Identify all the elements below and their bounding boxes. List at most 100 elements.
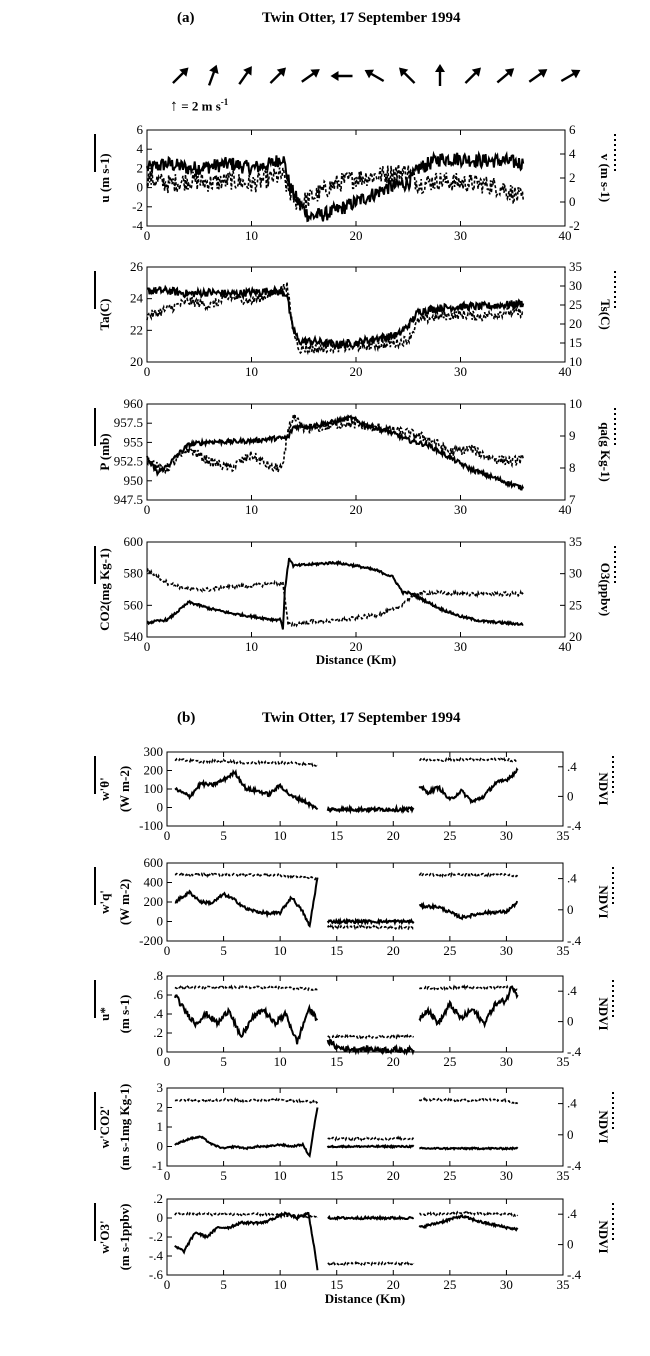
x-tick-label: 25 [443, 1168, 456, 1183]
x-tick-label: 0 [164, 828, 171, 843]
x-tick-label: 35 [557, 1054, 570, 1069]
y-axis-label: w'q' [97, 890, 112, 914]
x-tick-label: 15 [330, 1168, 343, 1183]
x-tick-label: 10 [274, 828, 287, 843]
solid-series-line [173, 994, 319, 1045]
y-right-tick-label: 0 [567, 788, 574, 803]
panel-a-x-axis-label: Distance (Km) [316, 652, 397, 667]
dashed-series-line [174, 1211, 319, 1220]
y-right-tick-label: -.4 [567, 1267, 582, 1282]
y-tick-label: -4 [132, 218, 143, 233]
y-tick-label: -.6 [149, 1267, 164, 1282]
panel-a-title: Twin Otter, 17 September 1994 [262, 10, 461, 26]
x-tick-label: 35 [557, 1277, 570, 1292]
y-tick-label: 950 [124, 473, 144, 488]
dashed-series-line [174, 1097, 319, 1105]
solid-series-line [174, 877, 319, 928]
y-tick-label: 200 [144, 894, 164, 909]
x-tick-label: 30 [454, 639, 467, 654]
solid-series-line [418, 900, 518, 921]
x-tick-label: 10 [274, 1054, 287, 1069]
x-tick-label: 40 [559, 639, 572, 654]
y-axis-label: P (mb) [97, 433, 112, 470]
y-right-axis-label: NDVI [596, 885, 611, 918]
panel-a-label: (a) [177, 10, 195, 26]
chart-b-8: 0 5 10 15 20 25 30 35-.6-.4-.20.2-.40.4w'O3' (m … [94, 1191, 614, 1292]
y-tick-label: 560 [124, 597, 144, 612]
wind-scale-legend: ↑ = 2 m s-1 [170, 97, 228, 115]
x-tick-label: 15 [330, 828, 343, 843]
x-tick-label: 20 [350, 502, 363, 517]
y-axis-label: w'CO2' [97, 1106, 112, 1149]
y-tick-label: 300 [144, 744, 164, 759]
y-right-tick-label: 9 [569, 428, 576, 443]
y-right-tick-label: 25 [569, 597, 582, 612]
solid-series-line [418, 985, 519, 1029]
x-tick-label: 20 [387, 1168, 400, 1183]
y-tick-label: -100 [139, 818, 163, 833]
x-tick-label: 30 [500, 1277, 513, 1292]
y-axis-label: u (m s-1) [97, 153, 112, 202]
x-tick-label: 30 [454, 228, 467, 243]
dashed-series-line [327, 1260, 415, 1267]
y-tick-label: -2 [132, 199, 143, 214]
x-tick-label: 5 [220, 828, 227, 843]
y-axis-unit-label: (m s-1ppbv) [117, 1204, 132, 1271]
dashed-series-line [327, 1033, 414, 1041]
wind-arrow-head [537, 69, 548, 78]
panel-b-x-axis-label: Distance (Km) [325, 1291, 406, 1306]
x-tick-label: 0 [164, 1277, 171, 1292]
y-tick-label: 0 [157, 1210, 164, 1225]
x-tick-label: 0 [164, 1168, 171, 1183]
y-tick-label: .6 [153, 987, 163, 1002]
y-right-axis-label: NDVI [596, 1220, 611, 1253]
dashed-series-line [418, 1096, 519, 1105]
x-tick-label: 40 [559, 502, 572, 517]
dashed-series-line [174, 871, 319, 881]
y-axis-unit-label: (m s-1mg Kg-1) [117, 1084, 132, 1171]
y-tick-label: -.4 [149, 1248, 164, 1263]
wind-vector-arrow [435, 64, 445, 86]
x-tick-label: 10 [245, 639, 258, 654]
solid-series-line [418, 1214, 519, 1232]
wind-arrow-head [310, 69, 320, 78]
y-right-tick-label: 2 [569, 170, 576, 185]
x-tick-label: 35 [557, 1168, 570, 1183]
dashed-series-line [327, 1135, 415, 1143]
x-tick-label: 0 [144, 639, 151, 654]
y-axis-label: w'θ' [97, 777, 112, 800]
y-right-tick-label: 10 [569, 396, 582, 411]
x-tick-label: 0 [164, 1054, 171, 1069]
dashed-series-line [146, 164, 524, 212]
wind-arrow-head [276, 67, 286, 77]
y-tick-label: -200 [139, 933, 163, 948]
wind-vector-arrow [330, 71, 353, 81]
dashed-series-line [419, 756, 518, 763]
y-tick-label: 580 [124, 566, 144, 581]
x-tick-label: 20 [387, 943, 400, 958]
wind-vector-arrow [560, 69, 581, 83]
y-axis-label: u* [97, 1007, 112, 1021]
x-tick-label: 20 [350, 364, 363, 379]
dashed-series-line [174, 757, 319, 768]
wind-arrow-head [364, 69, 375, 79]
y-right-axis-label: v (m s-1) [598, 154, 613, 202]
y-right-tick-label: 0 [567, 902, 574, 917]
x-tick-label: 0 [164, 943, 171, 958]
dashed-series-line [146, 281, 524, 356]
y-axis-unit-label: (m s-1) [117, 995, 132, 1034]
x-tick-label: 20 [387, 1277, 400, 1292]
x-tick-label: 0 [144, 502, 151, 517]
x-tick-label: 10 [245, 502, 258, 517]
x-tick-label: 5 [220, 1054, 227, 1069]
x-tick-label: 30 [500, 828, 513, 843]
solid-series-line [419, 1146, 519, 1151]
x-tick-label: 10 [245, 364, 258, 379]
chart-b-6: 0 5 10 15 20 25 30 350.2.4.6.8-.40.4u* (m s-1) ND… [94, 968, 614, 1069]
y-right-tick-label: 4 [569, 146, 576, 161]
x-tick-label: 20 [350, 639, 363, 654]
wind-vector-arrow [528, 69, 548, 83]
y-right-axis-label: qa(g Kg-1) [598, 422, 613, 482]
